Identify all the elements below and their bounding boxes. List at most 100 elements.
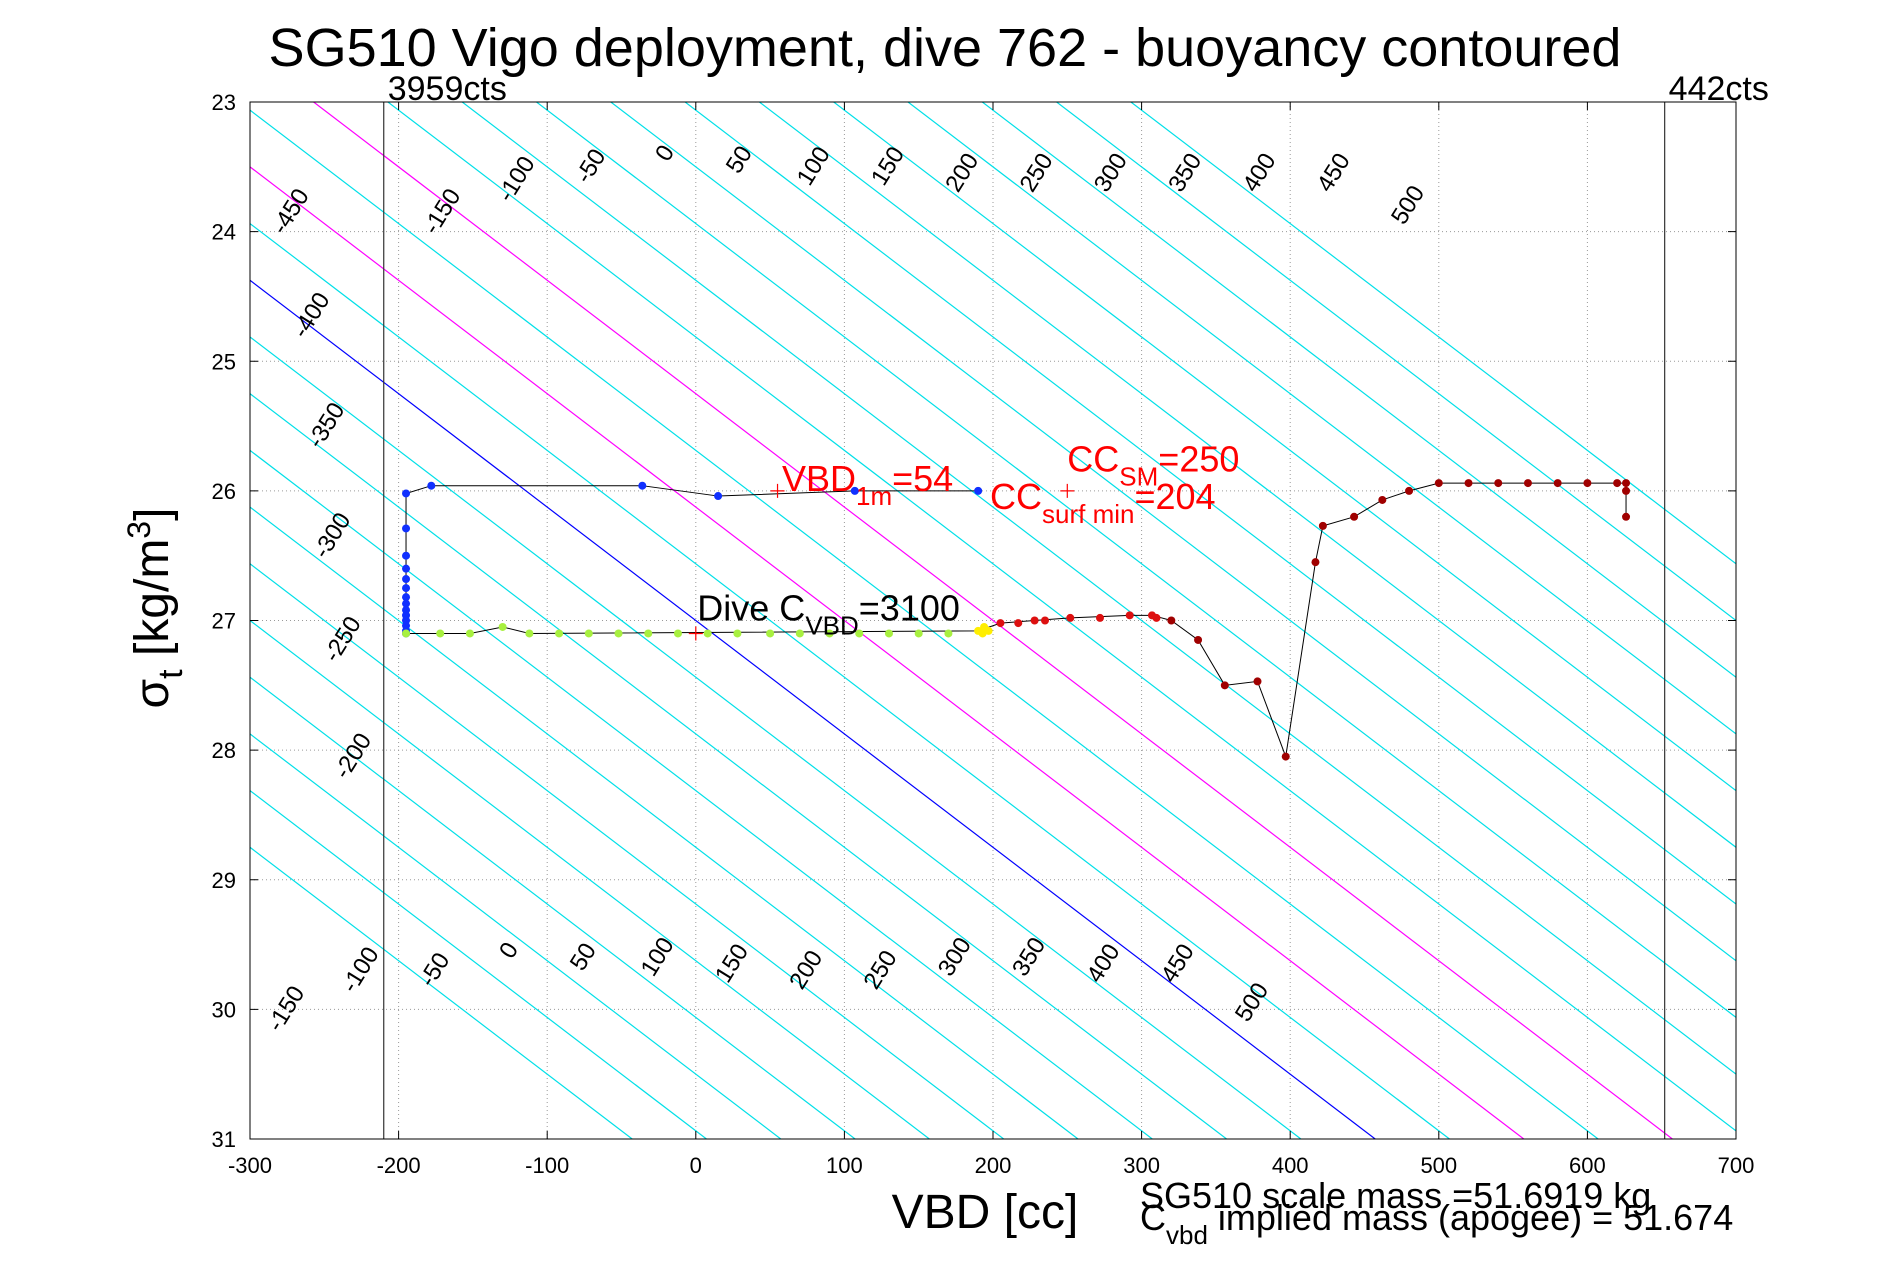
contour-line xyxy=(981,102,1736,678)
contour-line xyxy=(313,102,1673,1139)
data-point xyxy=(1014,619,1023,628)
grid-layer xyxy=(250,102,1736,1139)
data-point xyxy=(914,629,923,638)
data-point xyxy=(855,629,864,638)
y-axis-label: σt [kg/m3] xyxy=(121,508,190,709)
contour-line xyxy=(250,392,1227,1139)
data-point xyxy=(402,584,411,593)
data-point xyxy=(1523,479,1532,488)
y-label-sup: 3 xyxy=(121,521,157,539)
contour-label: 200 xyxy=(784,946,828,994)
contour-label: 50 xyxy=(721,141,758,178)
contour-line xyxy=(907,102,1736,735)
annotation-main: CC xyxy=(1067,438,1119,479)
contour-line xyxy=(833,102,1736,792)
data-point xyxy=(644,629,653,638)
data-point xyxy=(1194,635,1203,644)
contour-line xyxy=(250,222,1450,1139)
data-point xyxy=(1311,558,1320,567)
data-point xyxy=(944,629,953,638)
contour-line xyxy=(759,102,1736,849)
annotation-rest: =250 xyxy=(1158,438,1239,479)
annotation: VBD1m=54 xyxy=(782,458,953,511)
data-point xyxy=(1220,681,1229,690)
x-tick-label: 100 xyxy=(826,1153,863,1178)
y-label-close: ] xyxy=(126,508,179,521)
data-point xyxy=(465,629,474,638)
footer-implied-c: C xyxy=(1140,1197,1166,1238)
contour-line xyxy=(250,733,782,1139)
data-point xyxy=(1041,616,1050,625)
y-label-sub: t xyxy=(152,669,190,679)
data-point xyxy=(402,599,411,608)
data-point xyxy=(974,486,983,495)
annotation-rest: =3100 xyxy=(859,588,960,629)
y-label-sigma: σ xyxy=(126,679,179,709)
annotation-sub: 1m xyxy=(856,481,892,511)
contour-label: 50 xyxy=(565,938,602,975)
data-point xyxy=(402,551,411,560)
contour-line xyxy=(250,846,633,1139)
x-tick-label: -300 xyxy=(228,1153,272,1178)
annotation-rest: =204 xyxy=(1134,476,1215,517)
data-point xyxy=(1622,512,1631,521)
x-tick-label: 600 xyxy=(1569,1153,1606,1178)
data-point xyxy=(1622,479,1631,488)
data-point xyxy=(1152,613,1161,622)
y-tick-label: 27 xyxy=(212,609,236,634)
footer-scale-mass: SG510 scale mass =51.6919 kg xyxy=(1140,1175,1651,1216)
contour-line xyxy=(250,676,856,1139)
annotation: CCSM=250 xyxy=(1067,438,1239,491)
data-point xyxy=(1553,479,1562,488)
annotation-main: Dive C xyxy=(697,588,805,629)
y-tick-label: 25 xyxy=(212,349,236,374)
contour-line xyxy=(250,449,1153,1139)
data-point xyxy=(850,486,859,495)
data-point xyxy=(1125,611,1134,620)
data-point xyxy=(402,629,411,638)
contour-label: -300 xyxy=(308,508,356,563)
data-point xyxy=(1095,613,1104,622)
contour-line xyxy=(250,279,1376,1139)
contour-label: 500 xyxy=(1230,978,1274,1026)
x-tick-label: 200 xyxy=(975,1153,1012,1178)
data-point xyxy=(402,524,411,533)
y-tick-label: 30 xyxy=(212,997,236,1022)
contour-label: -100 xyxy=(492,152,540,207)
y-tick-label: 24 xyxy=(212,220,236,245)
contour-label: -100 xyxy=(336,942,384,997)
contour-line xyxy=(1056,102,1736,622)
data-point xyxy=(1030,616,1039,625)
contour-label: -200 xyxy=(329,728,377,783)
y-tick-label: 28 xyxy=(212,738,236,763)
data-point xyxy=(1494,479,1503,488)
tick-layer: -300 -200 -100 0 100 200 300 400 500 600 700232425… xyxy=(212,90,1755,1178)
contour-label: 300 xyxy=(933,933,977,981)
contour-line xyxy=(250,789,707,1139)
x-tick-label: -100 xyxy=(525,1153,569,1178)
contour-line xyxy=(684,102,1736,905)
contour-label: 500 xyxy=(1386,181,1430,229)
contour-label: 450 xyxy=(1156,939,1200,987)
y-tick-label: 31 xyxy=(212,1127,236,1152)
contour-line xyxy=(250,166,1525,1139)
footer-implied-rest: implied mass (apogee) = 51.674 xyxy=(1208,1197,1733,1238)
data-point xyxy=(825,629,834,638)
data-point xyxy=(1066,613,1075,622)
data-point xyxy=(1613,479,1622,488)
marker-layer xyxy=(688,483,1075,641)
y-tick-label: 29 xyxy=(212,868,236,893)
contour-line xyxy=(250,563,1005,1139)
x-tick-label: 300 xyxy=(1123,1153,1160,1178)
svg-text:σt [kg/m3]: σt [kg/m3] xyxy=(121,508,190,709)
contour-label: 0 xyxy=(650,140,680,166)
data-point xyxy=(402,489,411,498)
contour-line xyxy=(1130,102,1736,565)
contour-line xyxy=(250,506,1079,1139)
x-tick-label: 500 xyxy=(1420,1153,1457,1178)
contour-label: 350 xyxy=(1007,933,1051,981)
data-point xyxy=(766,629,775,638)
footer-implied-sub: vbd xyxy=(1166,1220,1208,1250)
data-point xyxy=(584,629,593,638)
